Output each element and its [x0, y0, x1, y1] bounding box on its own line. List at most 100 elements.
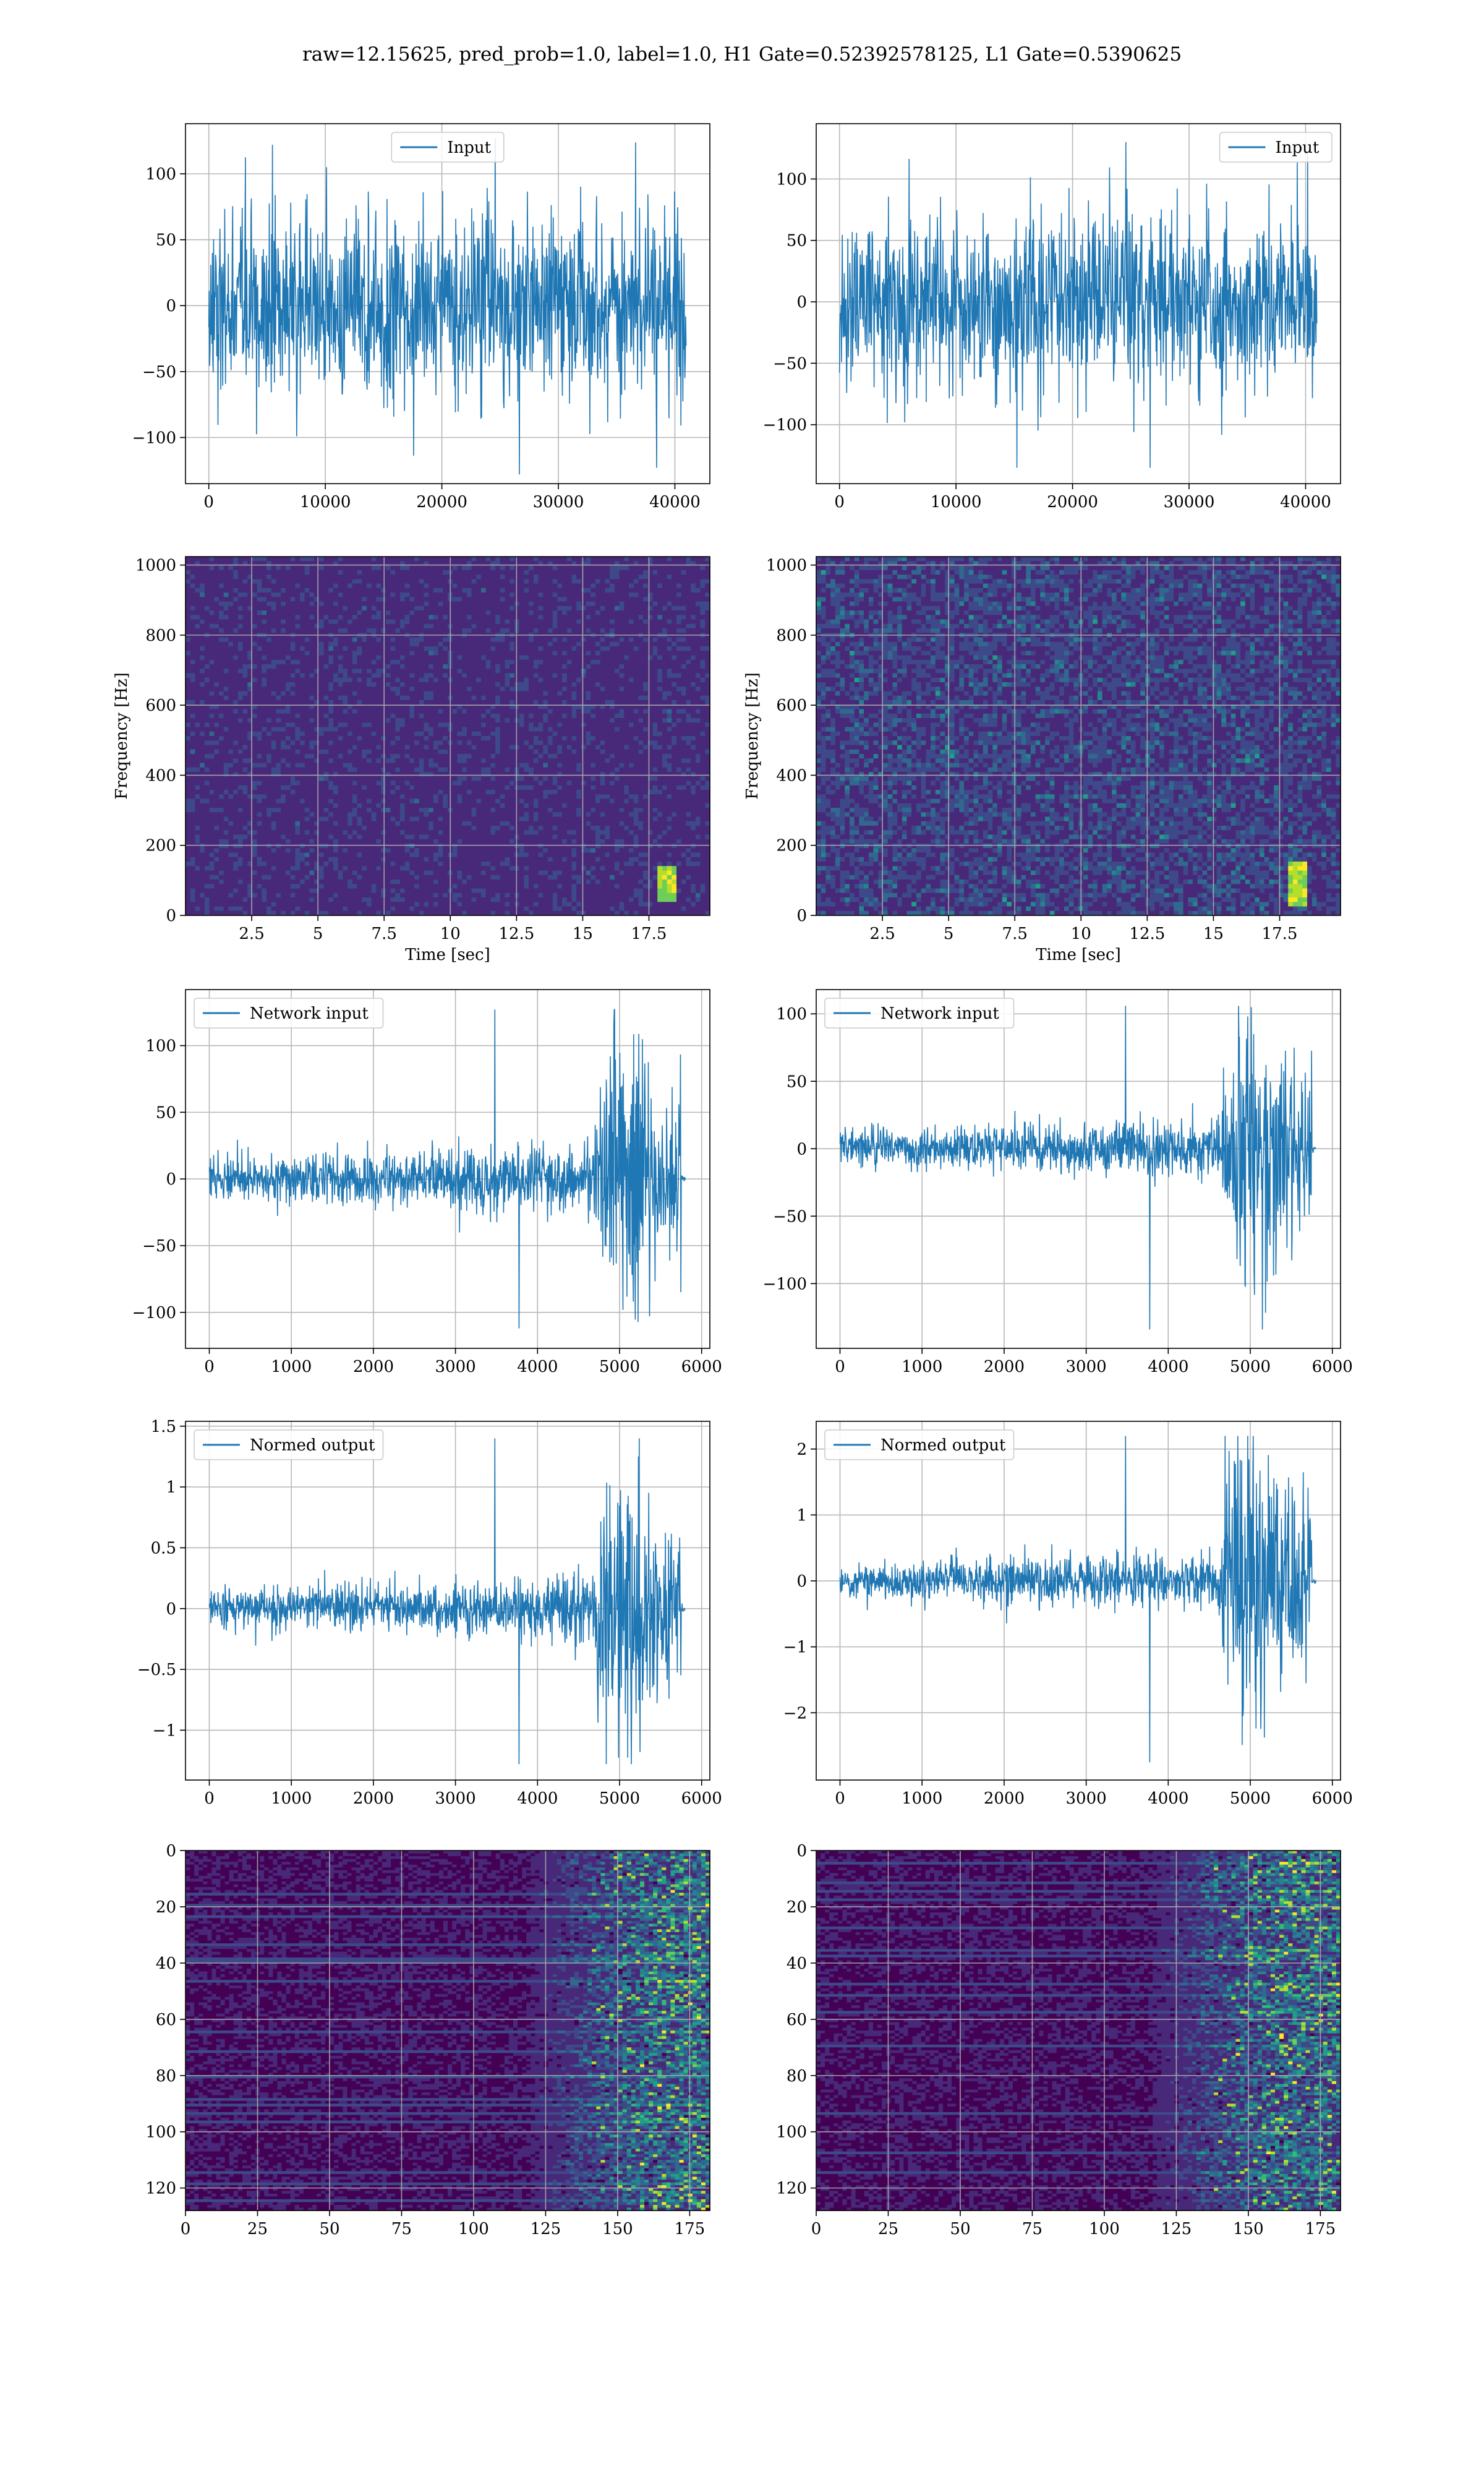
chart-panel-row2-right: 2.5 5 7.5 10 12.5 15 17.5 0 200 400 600 800 1000 Time…	[743, 556, 1341, 964]
x-tick-label: 5000	[599, 1358, 640, 1376]
x-tick-label: 0	[835, 1789, 845, 1808]
chart-panel-row4-left: 0 1000 2000 3000 4000 5000 6000 −1 −0.5 0 0.5 1 1.5 N…	[137, 1418, 722, 1808]
x-tick-label: 7.5	[1002, 925, 1028, 943]
x-tick-label: 25	[247, 2220, 268, 2238]
x-tick-label: 5000	[1230, 1358, 1271, 1376]
x-tick-label: 75	[391, 2220, 412, 2238]
x-tick-label: 10000	[931, 493, 982, 511]
chart-panel-row3-right: 0 1000 2000 3000 4000 5000 6000 −100 −50 0 50 100 Ne…	[763, 989, 1353, 1376]
chart-panel-row4-right: 0 1000 2000 3000 4000 5000 6000 −2 −1 0 1 2 Normed o…	[783, 1421, 1353, 1808]
y-tick-label: 40	[156, 1954, 176, 1973]
tick-marks	[811, 1448, 1333, 1786]
x-tick-label: 6000	[681, 1358, 722, 1376]
x-tick-label: 1000	[902, 1358, 942, 1376]
y-tick-label: 1	[166, 1478, 176, 1497]
x-tick-label: 6000	[1312, 1789, 1353, 1808]
chart-panel-row3-left: 0 1000 2000 3000 4000 5000 6000 −100 −50 0 50 100 Ne…	[132, 989, 722, 1376]
x-tick-label: 125	[531, 2220, 561, 2238]
y-axis-label: Frequency [Hz]	[113, 672, 131, 800]
y-tick-label: 600	[145, 696, 176, 715]
y-tick-label: 100	[145, 2123, 176, 2142]
x-tick-label: 0	[834, 493, 845, 511]
y-tick-label: 0	[796, 1140, 807, 1158]
x-axis-label: Time [sec]	[1036, 946, 1121, 964]
figure-title: raw=12.15625, pred_prob=1.0, label=1.0, …	[302, 43, 1182, 66]
x-tick-label: 175	[675, 2220, 706, 2238]
x-tick-label: 2.5	[239, 925, 264, 943]
x-tick-label: 10000	[300, 493, 351, 511]
x-tick-label: 0	[811, 2220, 822, 2238]
x-tick-label: 6000	[681, 1789, 722, 1808]
x-tick-label: 50	[950, 2220, 970, 2238]
x-tick-label: 17.5	[1262, 925, 1298, 943]
x-tick-label: 20000	[1047, 493, 1098, 511]
x-tick-label: 0	[181, 2220, 191, 2238]
legend-label: Network input	[881, 1004, 999, 1023]
x-tick-label: 2.5	[869, 925, 895, 943]
y-tick-label: 0	[796, 1842, 807, 1860]
chart-panel-row1-right: 0 10000 20000 30000 40000 −100 −50 0 50 100 Input	[763, 123, 1341, 511]
y-tick-label: 0	[166, 297, 176, 315]
x-tick-label: 1000	[271, 1789, 312, 1808]
x-tick-label: 2000	[984, 1358, 1025, 1376]
heatmap-cells	[186, 557, 710, 916]
x-tick-label: 12.5	[1129, 925, 1165, 943]
y-tick-label: 80	[787, 2067, 807, 2086]
y-tick-label: 1	[796, 1506, 807, 1525]
y-tick-label: −50	[142, 363, 176, 382]
y-tick-label: 50	[156, 1103, 176, 1122]
x-tick-label: 125	[1161, 2220, 1192, 2238]
x-tick-label: 30000	[1164, 493, 1215, 511]
x-tick-label: 7.5	[372, 925, 397, 943]
x-tick-label: 3000	[435, 1358, 476, 1376]
chart-panel-row1-left: 0 10000 20000 30000 40000 −100 −50 0 50 100 Input	[132, 123, 710, 511]
y-tick-label: 100	[145, 165, 176, 184]
series-line	[839, 1006, 1316, 1330]
y-tick-label: −50	[773, 1207, 807, 1226]
y-tick-label: 100	[776, 2123, 807, 2142]
chart-panel-row5-left: 0 25 50 75 100 125 150 175 0 20 40 60 80 100 120	[145, 1842, 710, 2238]
x-tick-label: 3000	[435, 1789, 476, 1808]
x-tick-label: 5000	[599, 1789, 640, 1808]
x-tick-label: 3000	[1066, 1358, 1107, 1376]
chart-panel-row2-left: 2.5 5 7.5 10 12.5 15 17.5 0 200 400 600 800 1000 Time…	[113, 556, 710, 964]
y-tick-label: −2	[783, 1704, 807, 1723]
x-tick-label: 15	[573, 925, 593, 943]
legend-label: Input	[1276, 139, 1320, 157]
y-tick-label: 0	[166, 1600, 176, 1619]
legend-label: Input	[447, 139, 491, 157]
x-tick-label: 5000	[1230, 1789, 1271, 1808]
series-line	[208, 138, 687, 475]
y-tick-label: 0.5	[151, 1539, 176, 1557]
x-tick-label: 12.5	[498, 925, 534, 943]
y-tick-label: 80	[156, 2067, 176, 2086]
y-tick-label: 0	[166, 1170, 176, 1189]
legend-label: Network input	[250, 1004, 369, 1023]
x-tick-label: 0	[204, 1358, 215, 1376]
x-tick-label: 2000	[353, 1789, 394, 1808]
y-tick-label: 60	[787, 2011, 807, 2029]
y-tick-label: 2	[796, 1440, 807, 1459]
y-tick-label: 100	[776, 170, 807, 189]
x-tick-label: 4000	[517, 1789, 558, 1808]
y-tick-label: −50	[773, 354, 807, 373]
x-tick-label: 40000	[649, 493, 701, 511]
x-tick-label: 4000	[1148, 1789, 1188, 1808]
y-tick-label: 200	[145, 837, 176, 855]
y-tick-label: 0	[166, 907, 176, 925]
x-tick-label: 20000	[416, 493, 467, 511]
x-tick-label: 0	[204, 1789, 215, 1808]
y-tick-label: −100	[763, 416, 807, 435]
x-tick-label: 0	[203, 493, 214, 511]
x-tick-label: 50	[319, 2220, 339, 2238]
x-tick-label: 5	[313, 925, 323, 943]
x-tick-label: 100	[1089, 2220, 1120, 2238]
y-tick-label: −1	[153, 1721, 176, 1740]
legend: Normed output	[824, 1429, 1015, 1460]
legend: Network input	[824, 998, 1015, 1029]
heatmap-cells	[816, 1851, 1341, 2211]
x-tick-label: 4000	[1148, 1358, 1188, 1376]
y-tick-label: 600	[776, 696, 807, 715]
y-tick-label: 60	[156, 2011, 176, 2029]
y-tick-label: −100	[763, 1275, 807, 1293]
